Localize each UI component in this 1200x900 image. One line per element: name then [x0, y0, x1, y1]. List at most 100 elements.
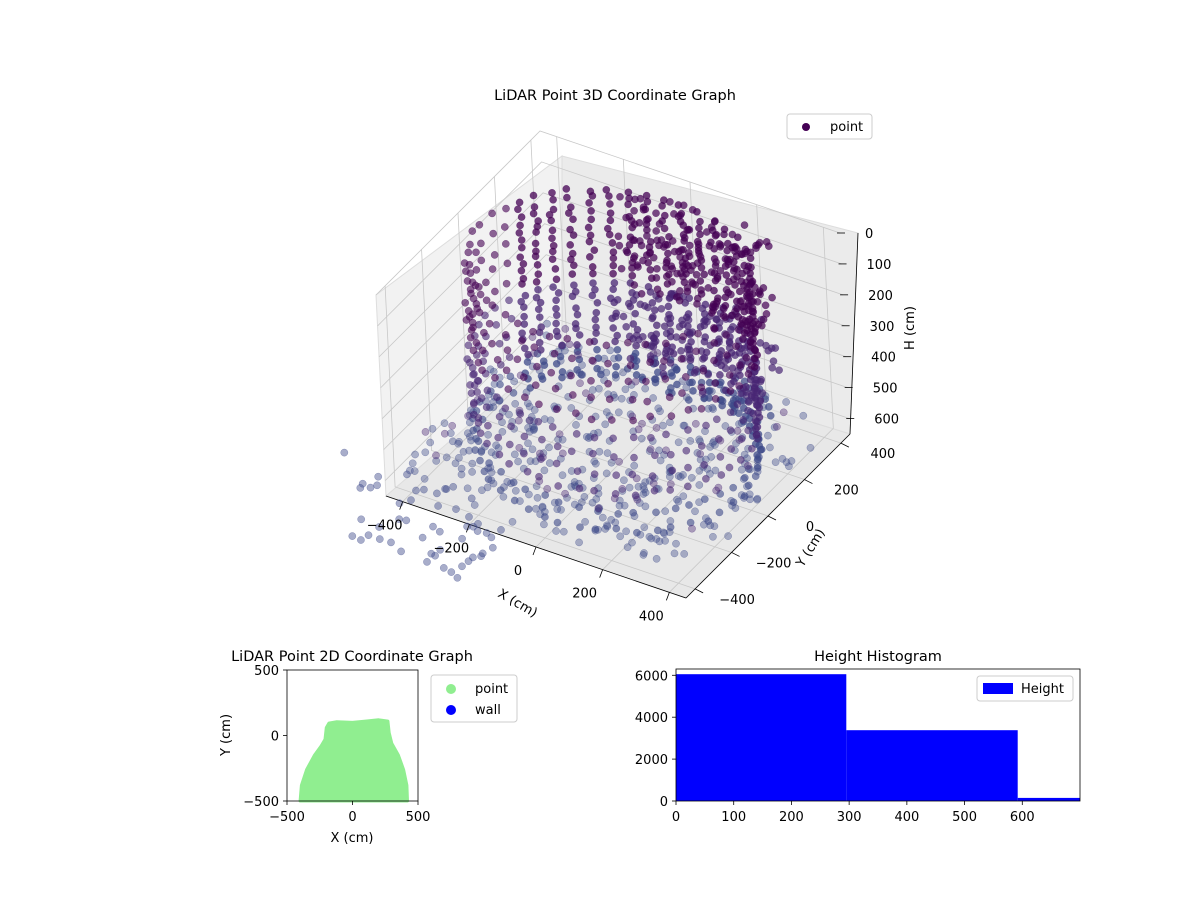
- x-tick-label: 500: [406, 810, 431, 825]
- data-point: [709, 405, 717, 413]
- data-point: [733, 233, 742, 242]
- data-point: [595, 384, 603, 393]
- point-cloud-area: [298, 718, 409, 803]
- y-tick-label: 2000: [635, 753, 668, 768]
- data-point: [725, 371, 734, 379]
- y-tick-mark: [804, 479, 813, 484]
- data-point: [742, 288, 751, 297]
- data-point: [533, 493, 542, 502]
- data-point: [700, 495, 709, 504]
- data-point: [533, 261, 542, 269]
- data-point: [519, 274, 528, 283]
- data-point: [633, 325, 642, 334]
- data-point: [518, 329, 526, 338]
- data-point: [485, 459, 493, 467]
- data-point: [716, 453, 725, 461]
- data-point: [458, 534, 466, 543]
- data-point: [535, 400, 543, 409]
- data-point: [427, 549, 436, 558]
- data-point: [429, 522, 437, 531]
- h-tick-label: 500: [873, 382, 898, 397]
- data-point: [744, 370, 753, 378]
- data-point: [538, 503, 547, 512]
- data-point: [469, 553, 477, 562]
- data-point: [666, 359, 675, 367]
- y-tick-mark: [694, 588, 704, 594]
- data-point: [694, 329, 702, 338]
- data-point: [680, 265, 689, 274]
- data-point: [523, 358, 532, 366]
- data-point: [482, 529, 491, 537]
- data-point: [601, 420, 610, 429]
- data-point: [515, 443, 524, 452]
- data-point: [364, 531, 373, 540]
- data-point: [638, 419, 646, 428]
- grid-line-y: [457, 212, 769, 517]
- chart-3d-ticks: −400 −200 0 200 400 −400 −200 0 200 400 0 100 200 300…: [367, 227, 899, 624]
- data-point: [519, 303, 528, 311]
- data-point: [646, 248, 655, 257]
- data-point: [641, 488, 650, 497]
- data-point: [634, 425, 643, 434]
- chart-2d-plot: −500 0 500 −500 0 500: [243, 664, 430, 825]
- data-point: [543, 319, 551, 328]
- data-point: [661, 375, 670, 383]
- data-point: [646, 412, 655, 421]
- data-point: [693, 207, 701, 216]
- data-point: [620, 476, 628, 485]
- data-point: [514, 205, 522, 214]
- data-point: [731, 504, 740, 512]
- data-point: [716, 242, 725, 251]
- data-point: [741, 245, 750, 254]
- y-tick-label: 500: [254, 664, 279, 679]
- data-point: [435, 527, 444, 536]
- data-point: [653, 526, 662, 535]
- data-point: [466, 269, 475, 278]
- data-point: [673, 380, 681, 389]
- grid-line-x: [669, 227, 834, 593]
- data-point: [719, 311, 728, 320]
- data-point: [681, 373, 690, 381]
- data-point: [806, 443, 815, 452]
- data-point: [648, 472, 657, 480]
- data-point: [662, 272, 671, 281]
- data-point: [747, 263, 755, 272]
- data-point: [568, 249, 577, 258]
- data-point: [552, 296, 560, 305]
- data-point: [686, 437, 695, 445]
- data-point: [421, 448, 430, 457]
- data-point: [735, 409, 743, 418]
- data-point: [686, 354, 695, 362]
- data-point: [631, 349, 640, 358]
- data-point: [428, 424, 437, 433]
- data-point: [684, 426, 692, 434]
- data-point: [614, 232, 623, 241]
- data-point: [466, 333, 475, 342]
- x-tick-label: 300: [837, 810, 862, 825]
- data-point: [523, 467, 532, 476]
- data-point: [590, 433, 599, 442]
- data-point: [526, 416, 534, 425]
- data-point: [505, 410, 513, 419]
- data-point: [753, 467, 762, 476]
- data-point: [554, 482, 563, 490]
- data-point: [575, 538, 583, 547]
- data-point: [502, 279, 511, 288]
- y-tick-label: 400: [870, 447, 895, 462]
- data-point: [666, 486, 675, 494]
- data-point: [691, 507, 699, 516]
- histogram-title: Height Histogram: [814, 649, 942, 665]
- data-point: [534, 285, 542, 294]
- data-point: [474, 358, 483, 367]
- data-point: [537, 455, 545, 463]
- data-point: [622, 322, 631, 331]
- data-point: [502, 366, 511, 375]
- data-point: [646, 445, 655, 454]
- data-point: [357, 515, 366, 524]
- data-point: [575, 355, 584, 364]
- data-point: [695, 224, 703, 232]
- data-point: [534, 305, 543, 314]
- data-point: [739, 416, 747, 424]
- data-point: [652, 554, 661, 563]
- data-point: [573, 310, 582, 319]
